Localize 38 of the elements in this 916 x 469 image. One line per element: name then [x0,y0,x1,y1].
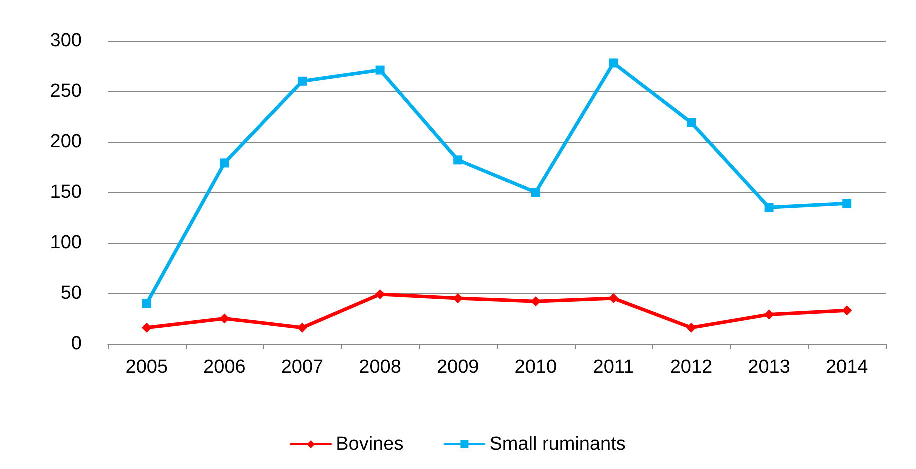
point [842,199,852,208]
point [842,306,852,316]
point [609,58,618,68]
y-tick-label: 50 [60,283,82,304]
x-tick-label: 2011 [593,357,634,378]
x-tick-label: 2007 [281,357,324,378]
y-tick-label: 0 [71,334,82,354]
point [220,158,230,168]
x-tick-label: 2014 [826,357,869,378]
point [142,322,152,333]
point [376,66,385,75]
point [220,314,230,324]
point [531,188,540,197]
x-tick-label: 2006 [204,357,246,378]
point [764,310,774,320]
y-tick-label: 200 [50,132,82,152]
y-tick-label: 250 [50,81,82,102]
y-tick-label: 100 [50,232,82,254]
point [375,290,386,300]
point [298,76,307,86]
point [764,203,774,212]
point [686,322,696,333]
x-tick-label: 2005 [126,357,168,378]
point [687,118,696,128]
point [608,294,619,304]
x-tick-label: 2012 [670,357,713,378]
y-tick-label: 150 [50,182,82,203]
x-tick-label: 2009 [436,357,480,378]
point [142,299,152,308]
x-tick-label: 2013 [748,357,790,378]
legend-label: Small ruminants [490,434,626,455]
x-tick-label: 2008 [359,357,402,378]
y-tick-label: 300 [50,30,82,52]
point [454,156,463,165]
point [530,296,541,307]
legend-label: Bovines [336,434,404,455]
point [298,322,308,333]
x-tick-label: 2010 [514,357,558,378]
